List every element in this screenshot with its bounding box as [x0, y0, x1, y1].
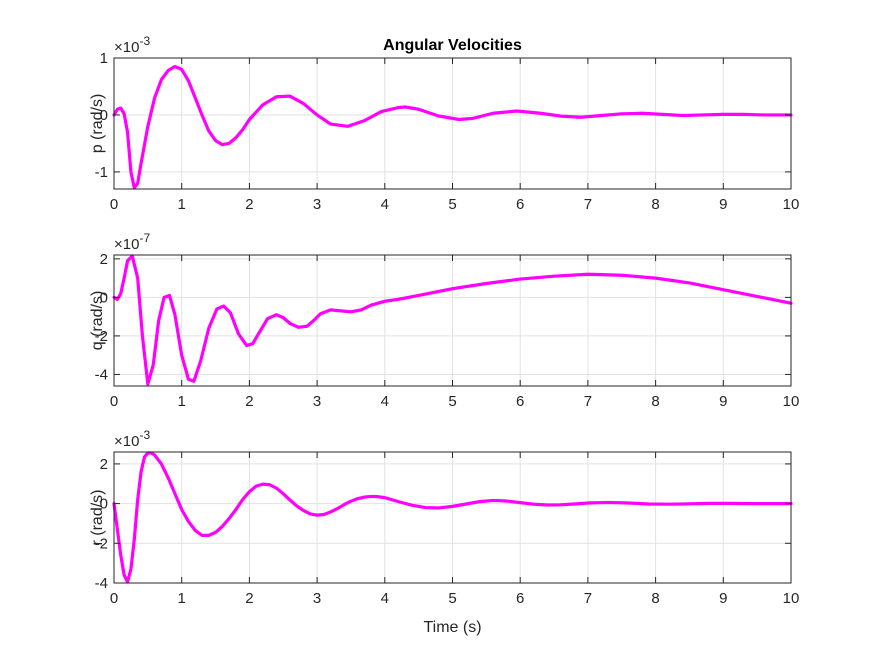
- x-tick-label-r-4: 4: [381, 590, 389, 607]
- x-tick-label-q-6: 6: [516, 393, 524, 410]
- x-tick-label-p-3: 3: [313, 196, 321, 213]
- subplots: 0 1 2 3 4 5 6 7 8 9 10-101×10-3p (rad/s)Angular Ve…: [89, 34, 799, 636]
- x-tick-label-q-10: 10: [783, 393, 800, 410]
- y-axis-label-p: p (rad/s): [89, 94, 106, 154]
- y-tick-label-p-2: 1: [100, 50, 108, 67]
- x-tick-label-p-9: 9: [719, 196, 727, 213]
- x-tick-label-p-6: 6: [516, 196, 524, 213]
- x-axis-label: Time (s): [423, 619, 481, 636]
- x-tick-label-q-1: 1: [178, 393, 186, 410]
- x-tick-label-r-10: 10: [783, 590, 800, 607]
- exponent-label-p: ×10-3: [114, 34, 150, 56]
- x-tick-label-r-7: 7: [584, 590, 592, 607]
- series-line-r: [112, 451, 793, 584]
- x-tick-label-q-3: 3: [313, 393, 321, 410]
- x-tick-label-q-8: 8: [651, 393, 659, 410]
- y-tick-label-q-3: 2: [100, 251, 108, 268]
- series-line-p: [112, 64, 793, 190]
- y-tick-label-r-3: 2: [100, 456, 108, 473]
- x-tick-label-p-7: 7: [584, 196, 592, 213]
- subplot-r: 0 1 2 3 4 5 6 7 8 9 10 -4 -2 0 2 ×10-3 r (rad/s) Time (s): [89, 428, 799, 636]
- exponent-label-q: ×10-7: [114, 231, 150, 253]
- series-line-q: [112, 254, 793, 386]
- x-tick-label-q-7: 7: [584, 393, 592, 410]
- y-tick-label-q-0: -4: [95, 366, 108, 383]
- x-tick-label-r-6: 6: [516, 590, 524, 607]
- x-tick-label-r-8: 8: [651, 590, 659, 607]
- x-tick-label-r-3: 3: [313, 590, 321, 607]
- x-tick-label-p-1: 1: [178, 196, 186, 213]
- chart-title: Angular Velocities: [383, 37, 522, 54]
- x-tick-label-p-8: 8: [651, 196, 659, 213]
- x-tick-label-q-0: 0: [110, 393, 118, 410]
- y-tick-label-r-1: -2: [95, 535, 108, 552]
- x-tick-label-p-10: 10: [783, 196, 800, 213]
- subplot-p: 0 1 2 3 4 5 6 7 8 9 10-101×10-3p (rad/s)Angular Ve…: [89, 34, 799, 213]
- x-tick-label-p-0: 0: [110, 196, 118, 213]
- y-tick-label-r-0: -4: [95, 575, 108, 592]
- exponent-label-r: ×10-3: [114, 428, 150, 450]
- y-tick-label-p-0: -1: [95, 164, 108, 181]
- x-tick-label-r-1: 1: [178, 590, 186, 607]
- x-tick-label-q-9: 9: [719, 393, 727, 410]
- x-tick-label-q-2: 2: [245, 393, 253, 410]
- y-tick-label-p-1: 0: [100, 107, 108, 124]
- x-tick-label-p-2: 2: [245, 196, 253, 213]
- x-tick-label-r-2: 2: [245, 590, 253, 607]
- x-tick-label-r-5: 5: [448, 590, 456, 607]
- x-tick-label-p-4: 4: [381, 196, 389, 213]
- y-tick-label-r-2: 0: [100, 496, 108, 513]
- x-tick-label-p-5: 5: [448, 196, 456, 213]
- subplot-q: 0 1 2 3 4 5 6 7 8 9 10 -4 -2 0 2 ×10-7 q (rad/s): [89, 231, 799, 410]
- y-tick-label-q-2: 0: [100, 289, 108, 306]
- x-tick-label-q-5: 5: [448, 393, 456, 410]
- x-tick-label-r-9: 9: [719, 590, 727, 607]
- x-tick-label-q-4: 4: [381, 393, 389, 410]
- x-tick-label-r-0: 0: [110, 590, 118, 607]
- y-tick-label-q-1: -2: [95, 328, 108, 345]
- y-axis-label-r: r (rad/s): [89, 490, 106, 546]
- y-axis-label-q: q (rad/s): [89, 291, 106, 351]
